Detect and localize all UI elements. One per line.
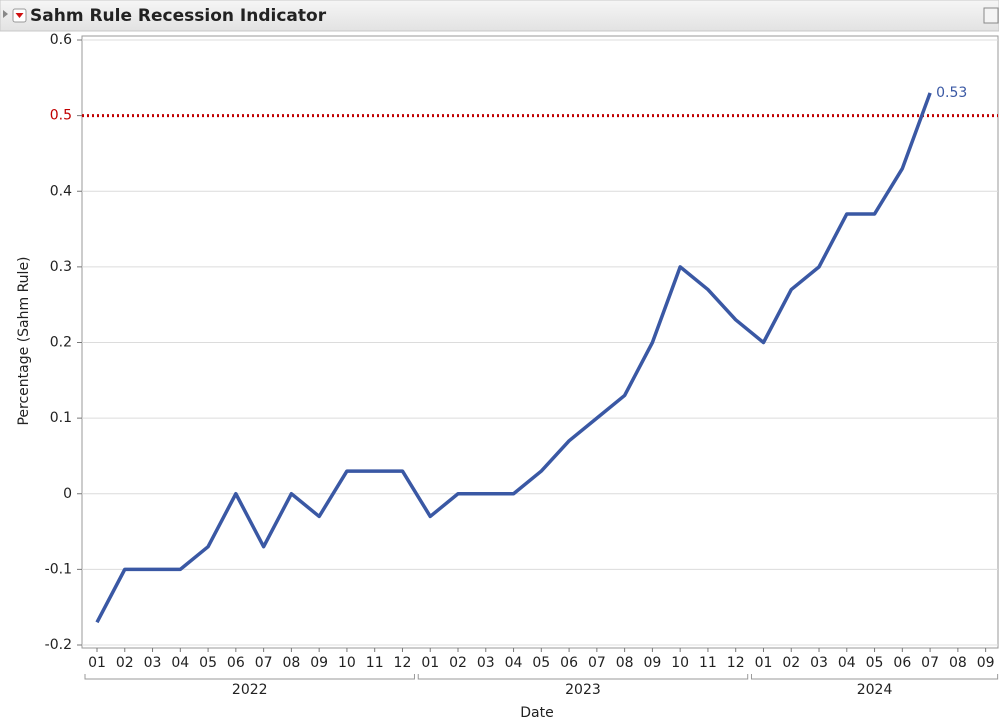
year-bracket [84,674,415,680]
x-tick-label: 05 [866,655,884,671]
y-tick-label: 0.5 [50,108,72,124]
y-tick-label: 0.4 [50,183,72,199]
x-tick-label: 03 [810,655,828,671]
y-tick-label: 0.6 [50,32,72,48]
year-label: 2024 [857,682,893,698]
title-bar [0,0,999,32]
x-tick-label: 08 [282,655,300,671]
x-tick-label: 10 [338,655,356,671]
y-tick-label: 0.1 [50,410,72,426]
x-tick-label: 11 [699,655,717,671]
x-tick-label: 02 [782,655,800,671]
x-tick-label: 01 [421,655,439,671]
x-tick-label: 04 [505,655,523,671]
x-tick-label: 05 [199,655,217,671]
window-icon[interactable] [983,7,999,24]
x-tick-label: 02 [449,655,467,671]
y-tick-label: 0.2 [50,335,72,351]
disclosure-icon[interactable] [3,10,8,18]
x-tick-label: 04 [171,655,189,671]
value-label: 0.53 [936,85,967,101]
x-tick-label: 09 [310,655,328,671]
year-bracket [750,674,999,680]
x-tick-label: 01 [755,655,773,671]
y-tick-label: 0.3 [50,259,72,275]
x-tick-label: 01 [88,655,106,671]
year-label: 2022 [232,682,268,698]
x-tick-label: 07 [588,655,606,671]
x-tick-label: 11 [366,655,384,671]
x-tick-label: 08 [616,655,634,671]
y-tick-label: -0.1 [45,561,72,577]
x-tick-label: 06 [560,655,578,671]
year-label: 2023 [565,682,601,698]
y-tick-label: 0 [63,486,72,502]
year-bracket [417,674,749,680]
x-tick-label: 05 [532,655,550,671]
chart-title: Sahm Rule Recession Indicator [30,6,327,26]
x-tick-label: 12 [394,655,412,671]
x-tick-label: 08 [949,655,967,671]
x-tick-label: 09 [643,655,661,671]
x-tick-label: 12 [727,655,745,671]
y-tick-label: -0.2 [45,637,72,653]
x-tick-label: 10 [671,655,689,671]
x-axis-label: Date [520,705,553,721]
x-tick-label: 06 [227,655,245,671]
data-line [95,92,932,624]
x-tick-label: 04 [838,655,856,671]
x-tick-label: 09 [977,655,995,671]
x-tick-label: 07 [921,655,939,671]
x-tick-label: 07 [255,655,273,671]
x-tick-label: 02 [116,655,134,671]
x-tick-label: 06 [893,655,911,671]
x-tick-label: 03 [144,655,162,671]
menu-arrow [15,13,24,18]
x-tick-label: 03 [477,655,495,671]
y-axis-label: Percentage (Sahm Rule) [16,256,32,425]
